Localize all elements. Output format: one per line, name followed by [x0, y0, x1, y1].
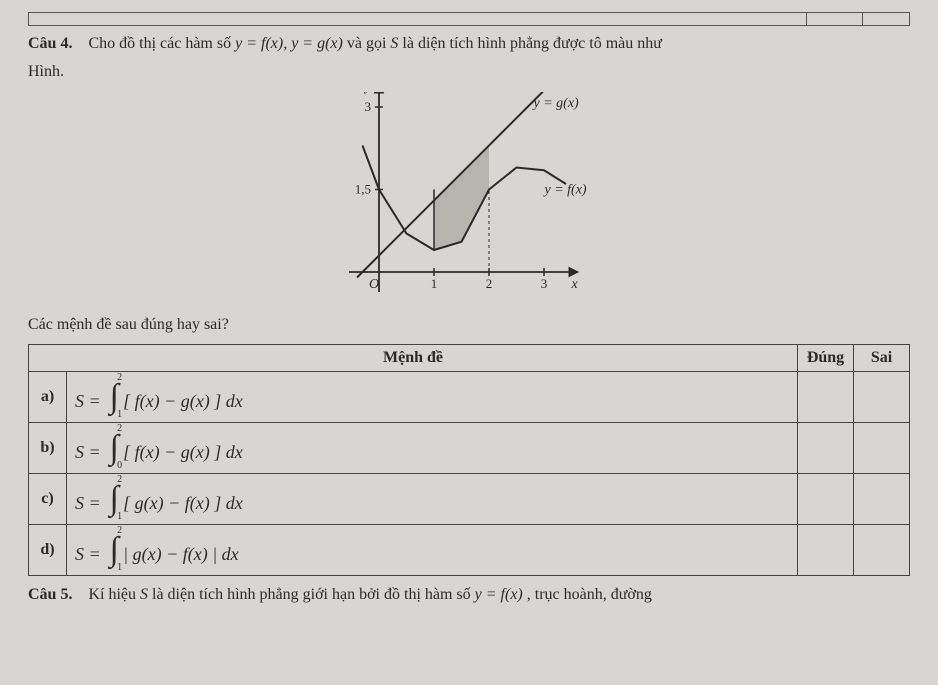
- row-formula: S = ∫21| g(x) − f(x) | dx: [67, 525, 798, 576]
- question-4-prompt: Câu 4. Cho đồ thị các hàm số y = f(x), y…: [28, 32, 910, 56]
- cell-false[interactable]: [854, 474, 910, 525]
- header-true: Đúng: [798, 345, 854, 372]
- q5-text: Kí hiệu: [88, 586, 140, 603]
- svg-text:y = g(x): y = g(x): [532, 96, 580, 111]
- table-body: a)S = ∫21[ f(x) − g(x) ] dxb)S = ∫20[ f(…: [29, 372, 910, 576]
- svg-text:2: 2: [486, 276, 493, 291]
- row-label: a): [29, 372, 67, 423]
- svg-text:3: 3: [365, 99, 372, 114]
- svg-text:y = f(x): y = f(x): [543, 183, 587, 198]
- q5-text: , trục hoành, đường: [527, 586, 652, 603]
- function-graph: 3 1,5 1 2 3 Oy x y = g(x) y = f(x): [319, 92, 619, 302]
- question-4-prompt-line2: Hình.: [28, 60, 910, 84]
- table-row: d)S = ∫21| g(x) − f(x) | dx: [29, 525, 910, 576]
- answer-table: Mệnh đề Đúng Sai a)S = ∫21[ f(x) − g(x) …: [28, 344, 910, 576]
- cell-true[interactable]: [798, 423, 854, 474]
- prompt-text: Cho đồ thị các hàm số: [88, 35, 235, 52]
- svg-text:1,5: 1,5: [355, 182, 371, 197]
- fragment-cell: [863, 13, 909, 25]
- graph-container: 3 1,5 1 2 3 Oy x y = g(x) y = f(x): [28, 92, 910, 302]
- row-label: b): [29, 423, 67, 474]
- subprompt: Các mệnh đề sau đúng hay sai?: [28, 316, 910, 334]
- table-row: b)S = ∫20[ f(x) − g(x) ] dx: [29, 423, 910, 474]
- cell-false[interactable]: [854, 372, 910, 423]
- svg-text:y: y: [363, 92, 372, 95]
- prompt-S: S: [390, 35, 398, 52]
- svg-text:O: O: [369, 277, 379, 292]
- cell-true[interactable]: [798, 525, 854, 576]
- prompt-text: và gọi: [347, 35, 391, 52]
- prompt-functions: y = f(x), y = g(x): [235, 35, 343, 52]
- header-statement: Mệnh đề: [29, 345, 798, 372]
- cell-true[interactable]: [798, 474, 854, 525]
- header-false: Sai: [854, 345, 910, 372]
- table-header-row: Mệnh đề Đúng Sai: [29, 345, 910, 372]
- question-5-label: Câu 5.: [28, 586, 72, 603]
- q5-text: là diện tích hình phẳng giới hạn bởi đồ …: [152, 586, 475, 603]
- table-row: c)S = ∫21[ g(x) − f(x) ] dx: [29, 474, 910, 525]
- table-row: a)S = ∫21[ f(x) − g(x) ] dx: [29, 372, 910, 423]
- cell-true[interactable]: [798, 372, 854, 423]
- row-formula: S = ∫21[ g(x) − f(x) ] dx: [67, 474, 798, 525]
- fragment-cell: [807, 13, 863, 25]
- svg-text:x: x: [571, 277, 579, 292]
- row-formula: S = ∫21[ f(x) − g(x) ] dx: [67, 372, 798, 423]
- svg-text:3: 3: [541, 276, 548, 291]
- svg-text:1: 1: [431, 276, 438, 291]
- prompt-text: là diện tích hình phẳng được tô màu như: [402, 35, 662, 52]
- row-label: d): [29, 525, 67, 576]
- fragment-cell: [29, 13, 807, 25]
- q5-func: y = f(x): [475, 586, 523, 603]
- cell-false[interactable]: [854, 423, 910, 474]
- question-5-prompt: Câu 5. Kí hiệu S là diện tích hình phẳng…: [28, 586, 910, 604]
- question-4-label: Câu 4.: [28, 35, 72, 52]
- row-label: c): [29, 474, 67, 525]
- cell-false[interactable]: [854, 525, 910, 576]
- previous-table-fragment: [28, 12, 910, 26]
- q5-S: S: [140, 586, 148, 603]
- row-formula: S = ∫20[ f(x) − g(x) ] dx: [67, 423, 798, 474]
